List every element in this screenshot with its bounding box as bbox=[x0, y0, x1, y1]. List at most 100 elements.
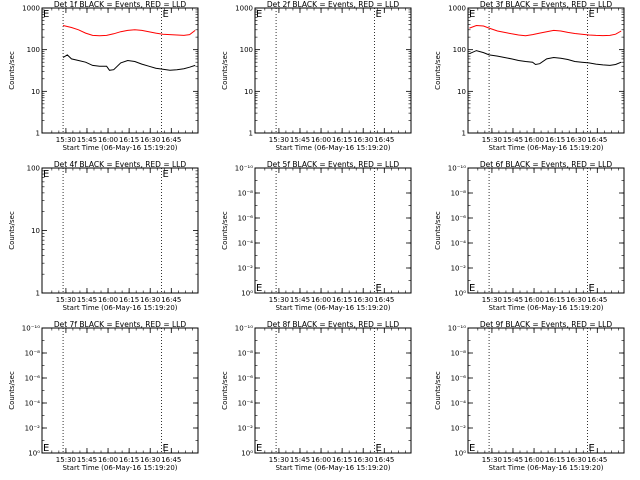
x-tick-label: 16:45 bbox=[587, 136, 607, 144]
x-tick-label: 15:30 bbox=[482, 456, 502, 464]
x-tick-label: 16:15 bbox=[119, 136, 139, 144]
x-tick-label: 16:45 bbox=[374, 456, 394, 464]
y-tick-label: 10 bbox=[31, 88, 40, 96]
x-tick-label: 16:30 bbox=[353, 456, 373, 464]
x-tick-label: 16:45 bbox=[374, 296, 394, 304]
x-axis-label: Start Time (06-May-16 15:19:20) bbox=[488, 304, 603, 312]
plot-frame bbox=[467, 7, 625, 134]
y-axis-label: Counts/sec bbox=[221, 371, 229, 410]
event-marker: E bbox=[469, 443, 475, 454]
y-axis-label: Counts/sec bbox=[434, 211, 442, 250]
event-rate-line bbox=[62, 54, 196, 71]
x-tick-label: 15:45 bbox=[77, 136, 97, 144]
x-tick-label: 16:15 bbox=[545, 296, 565, 304]
y-tick-label: 100 bbox=[27, 165, 40, 173]
lld-rate-line bbox=[62, 25, 196, 37]
plot-frame bbox=[254, 7, 412, 134]
det-panel-6: Det 6f BLACK = Events, RED = LLD 10⁰ 10⁻² 1… bbox=[434, 160, 625, 312]
x-tick-label: 16:00 bbox=[311, 456, 331, 464]
x-tick-label: 15:45 bbox=[503, 456, 523, 464]
event-marker: E bbox=[43, 443, 49, 454]
y-axis-label: Counts/sec bbox=[8, 51, 16, 90]
x-tick-label: 15:45 bbox=[77, 456, 97, 464]
panel-title: Det 1f BLACK = Events, RED = LLD bbox=[54, 0, 187, 9]
y-tick-label: 10⁰ bbox=[454, 450, 466, 458]
x-tick-label: 16:15 bbox=[545, 456, 565, 464]
y-tick-label: 1000 bbox=[448, 5, 466, 13]
y-tick-label: 10⁻⁴ bbox=[238, 240, 254, 248]
y-tick-label: 100 bbox=[27, 46, 40, 54]
x-tick-label: 15:45 bbox=[503, 136, 523, 144]
x-tick-label: 16:45 bbox=[587, 296, 607, 304]
event-marker: E bbox=[256, 9, 262, 20]
y-tick-label: 10⁻¹⁰ bbox=[235, 325, 253, 333]
event-marker: E bbox=[162, 9, 168, 20]
x-tick-label: 16:00 bbox=[311, 136, 331, 144]
det-panel-7: Det 7f BLACK = Events, RED = LLD 10⁰ 10⁻² 1… bbox=[8, 320, 199, 472]
y-tick-label: 10⁻⁸ bbox=[25, 350, 41, 358]
x-axis-label: Start Time (06-May-16 15:19:20) bbox=[62, 304, 177, 312]
x-axis-label: Start Time (06-May-16 15:19:20) bbox=[275, 144, 390, 152]
x-axis-label: Start Time (06-May-16 15:19:20) bbox=[275, 304, 390, 312]
event-marker: E bbox=[469, 283, 475, 294]
x-tick-label: 16:45 bbox=[161, 296, 181, 304]
x-tick-label: 16:45 bbox=[161, 456, 181, 464]
det-panel-4: Det 4f BLACK = Events, RED = LLD 1 10 100 15… bbox=[8, 160, 199, 312]
panel-title: Det 3f BLACK = Events, RED = LLD bbox=[480, 0, 613, 9]
x-tick-label: 15:45 bbox=[290, 456, 310, 464]
x-tick-label: 16:30 bbox=[566, 456, 586, 464]
y-tick-label: 10⁻⁸ bbox=[238, 190, 254, 198]
event-marker: E bbox=[256, 283, 262, 294]
y-tick-label: 100 bbox=[453, 46, 466, 54]
x-tick-label: 16:30 bbox=[566, 296, 586, 304]
plot-frame bbox=[41, 327, 199, 454]
x-tick-label: 16:00 bbox=[98, 136, 118, 144]
x-tick-label: 16:30 bbox=[353, 136, 373, 144]
y-tick-label: 10⁰ bbox=[241, 290, 253, 298]
y-axis-label: Counts/sec bbox=[8, 371, 16, 410]
x-tick-label: 15:45 bbox=[77, 296, 97, 304]
x-tick-label: 16:15 bbox=[119, 456, 139, 464]
panel-title: Det 2f BLACK = Events, RED = LLD bbox=[267, 0, 400, 9]
y-tick-label: 10⁻⁶ bbox=[238, 215, 254, 223]
y-tick-label: 10 bbox=[457, 88, 466, 96]
x-tick-label: 16:00 bbox=[98, 456, 118, 464]
event-marker: E bbox=[375, 443, 381, 454]
y-tick-label: 1 bbox=[36, 130, 40, 138]
event-marker: E bbox=[162, 443, 168, 454]
x-axis-label: Start Time (06-May-16 15:19:20) bbox=[488, 464, 603, 472]
x-tick-label: 15:30 bbox=[482, 136, 502, 144]
x-tick-label: 15:45 bbox=[290, 296, 310, 304]
x-axis-label: Start Time (06-May-16 15:19:20) bbox=[488, 144, 603, 152]
y-tick-label: 10⁻² bbox=[25, 425, 41, 433]
plot-frame bbox=[467, 327, 625, 454]
x-tick-label: 16:30 bbox=[140, 456, 160, 464]
panel-title: Det 6f BLACK = Events, RED = LLD bbox=[480, 160, 613, 169]
x-tick-label: 15:30 bbox=[269, 136, 289, 144]
y-tick-label: 10⁻² bbox=[238, 425, 254, 433]
y-tick-label: 10⁻¹⁰ bbox=[448, 165, 466, 173]
plot-frame bbox=[254, 167, 412, 294]
y-tick-label: 10⁻⁶ bbox=[238, 375, 254, 383]
det-panel-8: Det 8f BLACK = Events, RED = LLD 10⁰ 10⁻² 1… bbox=[221, 320, 412, 472]
y-tick-label: 10⁻² bbox=[451, 425, 467, 433]
y-axis-label: Counts/sec bbox=[434, 51, 442, 90]
event-marker: E bbox=[469, 9, 475, 20]
y-tick-label: 10 bbox=[31, 227, 40, 235]
x-axis-label: Start Time (06-May-16 15:19:20) bbox=[62, 464, 177, 472]
x-tick-label: 15:45 bbox=[290, 136, 310, 144]
plot-frame bbox=[41, 7, 199, 134]
x-tick-label: 15:30 bbox=[482, 296, 502, 304]
x-tick-label: 16:15 bbox=[332, 456, 352, 464]
det-panel-2: Det 2f BLACK = Events, RED = LLD 1 10 100 10… bbox=[221, 0, 412, 152]
x-tick-label: 15:45 bbox=[503, 296, 523, 304]
y-axis-label: Counts/sec bbox=[221, 211, 229, 250]
y-tick-label: 10⁰ bbox=[454, 290, 466, 298]
y-tick-label: 10⁻⁶ bbox=[451, 215, 467, 223]
x-tick-label: 15:30 bbox=[56, 136, 76, 144]
y-tick-label: 10⁻¹⁰ bbox=[235, 165, 253, 173]
det-panel-5: Det 5f BLACK = Events, RED = LLD 10⁰ 10⁻² 1… bbox=[221, 160, 412, 312]
x-tick-label: 16:15 bbox=[332, 136, 352, 144]
panel-title: Det 7f BLACK = Events, RED = LLD bbox=[54, 320, 187, 329]
event-marker: E bbox=[43, 169, 49, 180]
